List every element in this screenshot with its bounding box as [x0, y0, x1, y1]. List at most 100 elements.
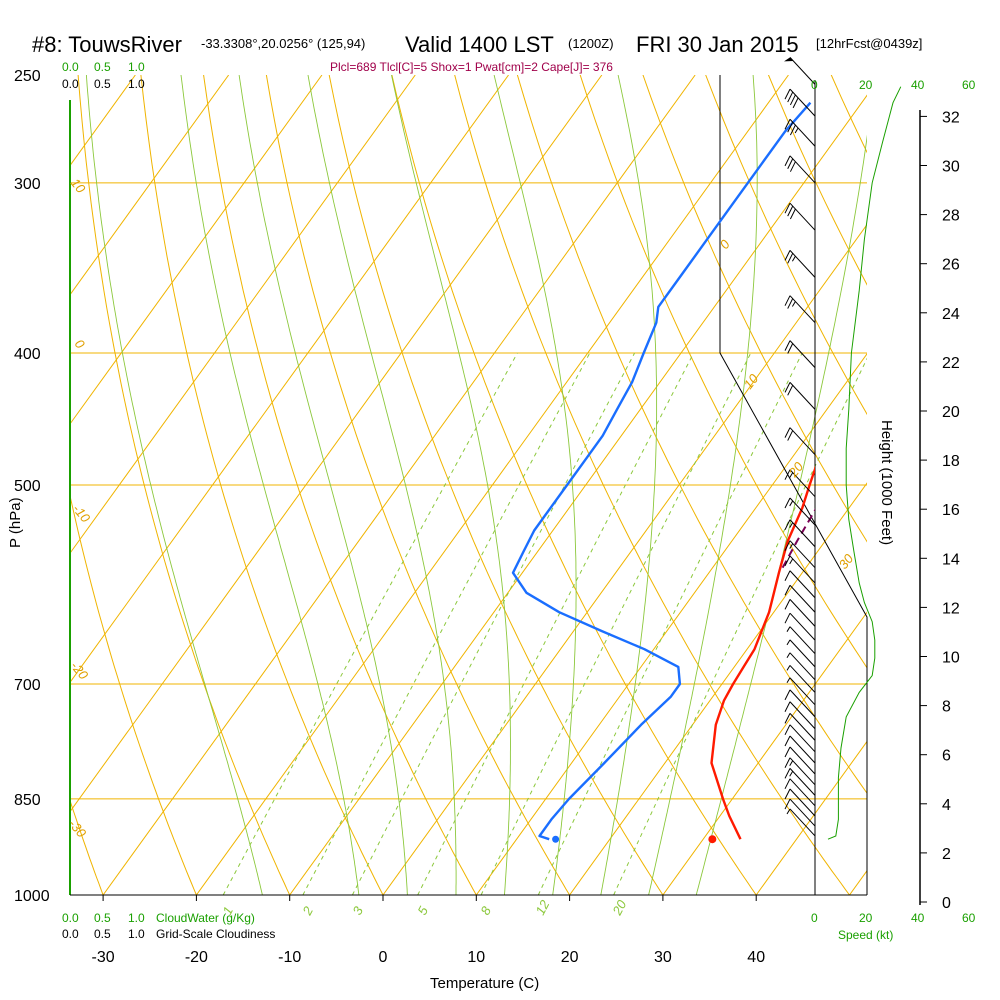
cloudwater-scale-top-1: 1.0 [128, 60, 145, 74]
height-tick-label: 0 [942, 895, 951, 912]
cloudwater-title: CloudWater (g/Kg) [156, 911, 255, 925]
wind-barb [784, 88, 816, 117]
height-tick-label: 22 [942, 355, 960, 372]
cloudwater-scale-top-0: 0.0 [62, 60, 79, 74]
barb-full [784, 427, 791, 438]
zulu-time: (1200Z) [568, 36, 614, 51]
temp-tick-label: -30 [92, 949, 115, 966]
barb-shaft [789, 88, 816, 117]
moist-adiabat [391, 75, 511, 895]
speed-tick-bottom-20: 20 [859, 911, 873, 925]
barb-shaft [789, 202, 816, 231]
speed-tick-top-60: 60 [962, 78, 976, 92]
cloudwater-scale-top-05: 0.5 [94, 60, 111, 74]
wind-barb [784, 768, 816, 796]
barb-half [786, 808, 791, 815]
wind-barb [786, 665, 816, 693]
moist-adiabat [85, 75, 263, 895]
isotherm-line [102, 75, 696, 895]
stability-params: Plcl=689 Tlcl[C]=5 Shox=1 Pwat[cm]=2 Cap… [330, 60, 613, 74]
grid-layer [69, 75, 868, 895]
dewpoint-line [511, 101, 812, 841]
barb-shaft [789, 639, 816, 668]
barb-full [784, 119, 791, 130]
barb-shaft [789, 768, 816, 796]
wind-barb [784, 295, 816, 324]
barb-shaft [789, 540, 816, 569]
wind-barb [784, 798, 816, 827]
barb-full [784, 701, 791, 712]
speed-title: Speed (kt) [838, 928, 893, 942]
barb-full [789, 94, 796, 106]
wind-barb [784, 519, 816, 548]
barb-shaft [789, 677, 816, 706]
surface-temperature-dot [708, 835, 717, 844]
barb-shaft [789, 519, 816, 548]
barb-half [786, 639, 791, 646]
barb-full [784, 585, 791, 596]
dry-adiabat [454, 75, 851, 895]
wind-barb [786, 639, 816, 668]
cloudwater-scale-bottom-1: 1.0 [128, 911, 145, 925]
barb-full [784, 599, 791, 610]
dry-adiabat [140, 75, 384, 895]
wind-barb [784, 202, 816, 231]
moist-adiabat-label-30: 30 [836, 551, 857, 572]
cloudwater-scale-bottom-05: 0.5 [94, 911, 111, 925]
dry-adiabat [642, 75, 867, 543]
cloudiness-scale-top-1: 1.0 [128, 77, 145, 91]
barb-full [784, 788, 791, 800]
series-layer [511, 86, 902, 844]
barb-full [784, 155, 791, 167]
wind-barb [784, 757, 816, 786]
dry-adiabat [77, 75, 291, 895]
mixing-ratio-label-2: 2 [299, 903, 316, 918]
barb-shaft [789, 735, 816, 764]
mixing-ratio-line [302, 352, 591, 895]
dry-adiabat [579, 75, 867, 669]
barb-full [787, 91, 794, 103]
height-tick-label: 14 [942, 551, 960, 568]
isotherm-line [475, 353, 867, 895]
wind-barb [786, 677, 816, 706]
cloudiness-scale-top-05: 0.5 [94, 77, 111, 91]
isotherm-line [195, 75, 789, 895]
wind-barb [784, 118, 816, 147]
barb-full [787, 430, 794, 441]
barb-full [784, 713, 791, 724]
barb-full [784, 757, 791, 769]
cloudiness-scale-bottom-1: 1.0 [128, 927, 145, 941]
barb-full [784, 295, 791, 306]
surface-dewpoint-dot [552, 835, 560, 843]
pressure-tick-label: 1000 [14, 888, 50, 905]
barb-shaft [789, 382, 816, 410]
barb-half [789, 472, 794, 478]
barb-full [784, 555, 791, 567]
wind-barb [786, 652, 816, 681]
barb-shaft [789, 713, 816, 741]
wind-barb [784, 724, 816, 753]
barb-full [784, 768, 791, 779]
barb-shaft [789, 626, 816, 655]
wind-panel-boundary [719, 75, 868, 895]
height-tick-label: 8 [942, 699, 951, 716]
wind-barb [784, 155, 816, 184]
barb-full [784, 540, 791, 551]
y-axis-title: P (hPa) [7, 497, 24, 548]
temp-tick-label: -20 [185, 949, 208, 966]
barb-shaft [789, 497, 816, 526]
isotherm-line [849, 869, 867, 895]
barb-full [787, 298, 794, 309]
barb-half [794, 127, 799, 134]
height-tick-label: 16 [942, 502, 960, 519]
dry-adiabat [391, 75, 757, 895]
barb-full [784, 202, 791, 214]
dry-adiabat-label-m20: -20 [68, 658, 92, 683]
moist-adiabat [307, 75, 457, 895]
station-coords: -33.3308°,20.0256° (125,94) [201, 36, 365, 51]
barb-half [789, 771, 794, 777]
cloudiness-scale-bottom-05: 0.5 [94, 927, 111, 941]
barb-half [789, 500, 794, 507]
barb-full [784, 612, 791, 624]
barb-shaft [789, 584, 816, 613]
